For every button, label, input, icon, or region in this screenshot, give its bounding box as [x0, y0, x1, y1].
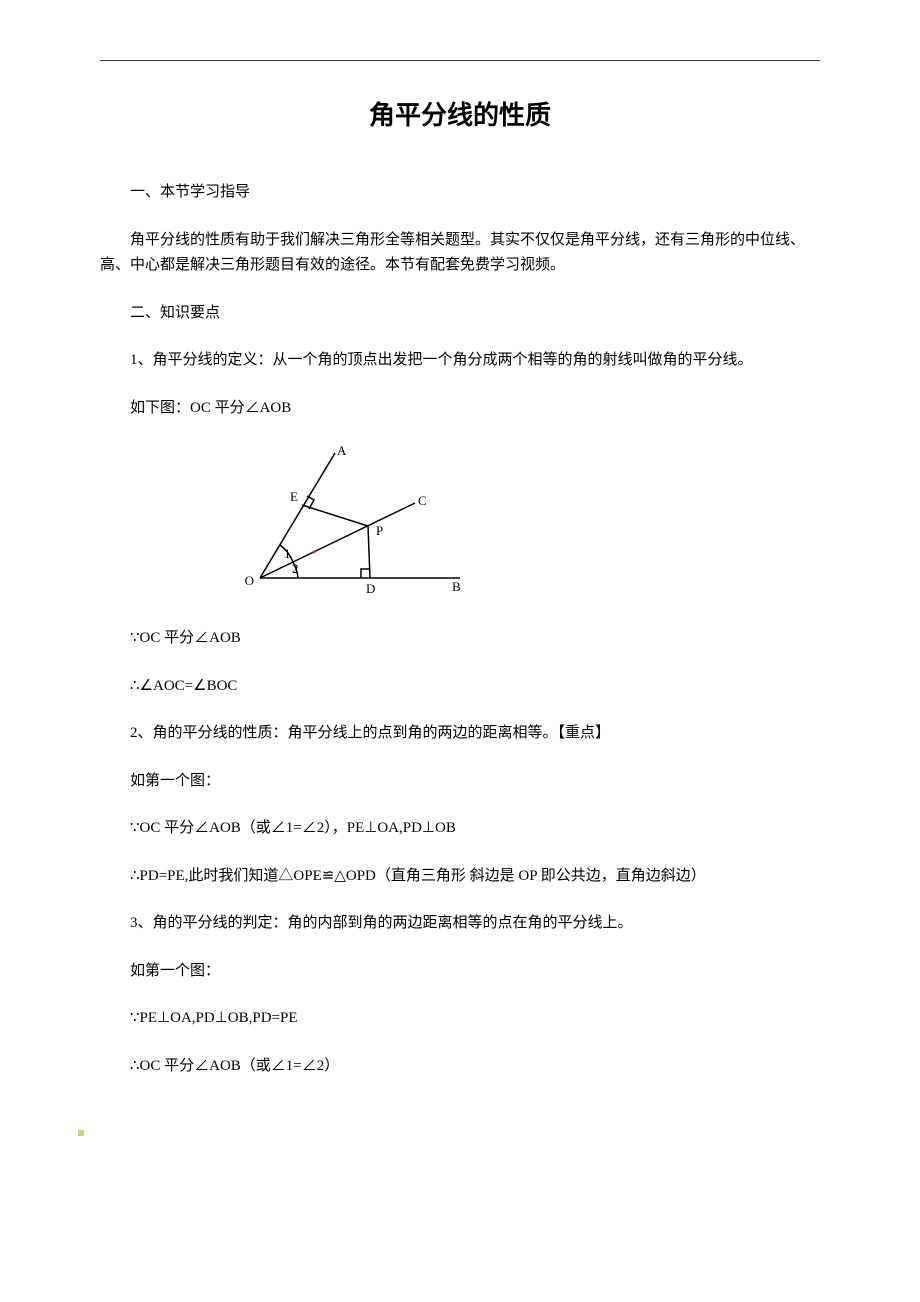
point-3-because: ∵PE⊥OA,PD⊥OB,PD=PE [100, 1006, 820, 1032]
point-1-therefore: ∴∠AOC=∠BOC [100, 674, 820, 700]
top-rule [100, 60, 820, 61]
section-1-heading: 一、本节学习指导 [100, 180, 820, 206]
point-2-therefore: ∴PD=PE,此时我们知道△OPE≌△OPD（直角三角形 斜边是 OP 即公共边… [100, 864, 820, 890]
label-p: P [376, 523, 383, 538]
angle-label-2: 2 [292, 561, 299, 576]
label-o: O [245, 573, 254, 588]
point-3-therefore: ∴OC 平分∠AOB（或∠1=∠2） [100, 1054, 820, 1080]
angle-label-1: 1 [284, 546, 291, 561]
angle-bisector-diagram: O A B C D E P 1 2 [100, 443, 820, 608]
label-d: D [366, 581, 375, 596]
stray-mark [78, 1130, 84, 1136]
point-1-because: ∵OC 平分∠AOB [100, 626, 820, 652]
point-3-figure-note: 如第一个图： [100, 959, 820, 985]
page-title: 角平分线的性质 [100, 95, 820, 132]
point-3-judgement: 3、角的平分线的判定：角的内部到角的两边距离相等的点在角的平分线上。 [100, 911, 820, 937]
label-c: C [418, 493, 427, 508]
point-2-because: ∵OC 平分∠AOB（或∠1=∠2），PE⊥OA,PD⊥OB [100, 816, 820, 842]
point-2-figure-note: 如第一个图： [100, 769, 820, 795]
label-a: A [337, 443, 347, 458]
section-1-p1: 角平分线的性质有助于我们解决三角形全等相关题型。其实不仅仅是角平分线，还有三角形… [100, 228, 820, 279]
label-b: B [452, 579, 461, 594]
point-1-figure-note: 如下图：OC 平分∠AOB [100, 396, 820, 422]
section-2-heading: 二、知识要点 [100, 301, 820, 327]
point-1-definition: 1、角平分线的定义：从一个角的顶点出发把一个角分成两个相等的角的射线叫做角的平分… [100, 348, 820, 374]
page: 角平分线的性质 一、本节学习指导 角平分线的性质有助于我们解决三角形全等相关题型… [0, 0, 920, 1302]
label-e: E [290, 489, 298, 504]
point-2-property: 2、角的平分线的性质：角平分线上的点到角的两边的距离相等。【重点】 [100, 721, 820, 747]
